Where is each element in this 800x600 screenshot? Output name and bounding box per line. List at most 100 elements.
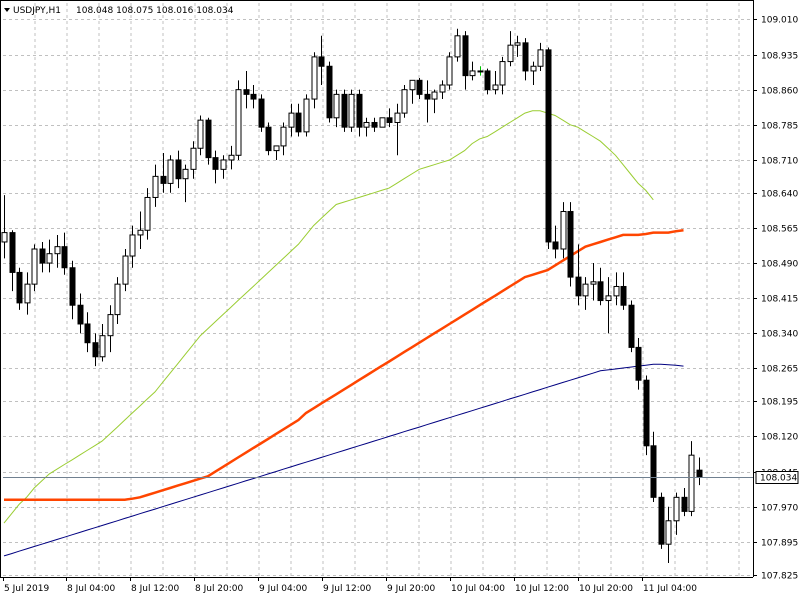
candle-body xyxy=(635,346,642,381)
candle-body xyxy=(477,70,484,73)
x-tick-label: 11 Jul 04:00 xyxy=(643,584,697,594)
candle xyxy=(16,267,23,310)
candle-body xyxy=(205,119,212,159)
moving-average-line xyxy=(3,110,654,524)
candle-body xyxy=(92,342,99,358)
candle xyxy=(356,89,363,137)
candle xyxy=(303,94,310,137)
candle-body xyxy=(379,117,386,128)
candle xyxy=(545,47,552,249)
candle-body xyxy=(696,469,703,478)
y-tick-label: 108.860 xyxy=(761,87,798,97)
candle xyxy=(514,35,521,57)
moving-average-line xyxy=(3,363,684,557)
y-tick-label: 107.970 xyxy=(761,504,798,514)
candle xyxy=(84,312,91,353)
candle-body xyxy=(9,232,16,273)
candle-body xyxy=(658,496,665,545)
candle xyxy=(484,68,491,95)
candle-body xyxy=(590,281,597,285)
candle xyxy=(288,103,295,137)
candle xyxy=(280,122,287,156)
x-tick-label: 9 Jul 12:00 xyxy=(323,584,372,594)
candle xyxy=(24,272,31,315)
axes xyxy=(0,0,754,578)
candle xyxy=(439,80,446,100)
candle-body xyxy=(54,246,61,255)
candle xyxy=(492,70,499,95)
candle-body xyxy=(197,119,204,149)
candle xyxy=(137,211,144,249)
candle-body xyxy=(386,117,393,123)
candle-body xyxy=(401,89,408,114)
candle-body xyxy=(439,84,446,93)
candle xyxy=(122,249,129,292)
candle xyxy=(39,241,46,273)
candle xyxy=(107,305,114,353)
candle xyxy=(575,244,582,306)
candle xyxy=(197,115,204,156)
candle-body xyxy=(356,93,363,128)
y-tick-label: 108.640 xyxy=(761,190,798,200)
candle-body xyxy=(575,276,582,297)
candle xyxy=(567,202,574,287)
candle xyxy=(424,80,431,123)
candle xyxy=(311,52,318,109)
candle-body xyxy=(280,126,287,147)
x-tick-label: 10 Jul 04:00 xyxy=(451,584,505,594)
candle-body xyxy=(258,98,265,128)
candle xyxy=(69,260,76,320)
candle xyxy=(92,333,99,367)
candle-body xyxy=(31,248,38,285)
candle xyxy=(499,56,506,95)
candle xyxy=(379,117,386,128)
candle xyxy=(258,94,265,132)
y-tick-label: 108.935 xyxy=(761,52,798,62)
candle xyxy=(160,152,167,193)
grid-lines xyxy=(3,3,753,577)
candle-body xyxy=(431,91,438,100)
candle-body xyxy=(560,211,567,250)
candle-body xyxy=(620,285,627,306)
candle-body xyxy=(514,42,521,46)
candle-body xyxy=(673,496,680,522)
dropdown-arrow-icon[interactable] xyxy=(4,8,10,12)
candle xyxy=(635,338,642,390)
candle-body xyxy=(235,89,242,156)
x-tick-label: 9 Jul 04:00 xyxy=(259,584,308,594)
candle-body xyxy=(243,89,250,95)
candle xyxy=(409,79,416,104)
candle-body xyxy=(552,241,559,250)
y-tick-label: 107.895 xyxy=(761,539,798,549)
candle xyxy=(522,38,529,81)
candle-body xyxy=(597,281,604,302)
candle-body xyxy=(265,126,272,152)
candle xyxy=(318,35,325,85)
candle xyxy=(175,150,182,189)
candle xyxy=(673,492,680,535)
candle-body xyxy=(220,159,227,170)
candle xyxy=(205,117,212,165)
candle xyxy=(416,77,423,100)
candle xyxy=(348,89,355,132)
candle xyxy=(613,272,620,306)
candle-body xyxy=(424,93,431,100)
candle-body xyxy=(348,93,355,128)
candle-body xyxy=(250,93,257,100)
candle-body xyxy=(333,93,340,119)
x-tick-label: 10 Jul 20:00 xyxy=(579,584,633,594)
candle-body xyxy=(688,454,695,512)
y-tick-label: 108.340 xyxy=(761,330,798,340)
candle-body xyxy=(212,157,219,170)
x-tick-label: 10 Jul 12:00 xyxy=(515,584,569,594)
candle-body xyxy=(61,246,68,269)
candle xyxy=(688,441,695,517)
current-price-tag: 108.034 xyxy=(755,471,799,484)
candle xyxy=(696,457,703,486)
candle xyxy=(220,155,227,179)
candle xyxy=(462,31,469,90)
candle xyxy=(537,42,544,71)
candle-body xyxy=(446,56,453,86)
candle xyxy=(454,28,461,62)
